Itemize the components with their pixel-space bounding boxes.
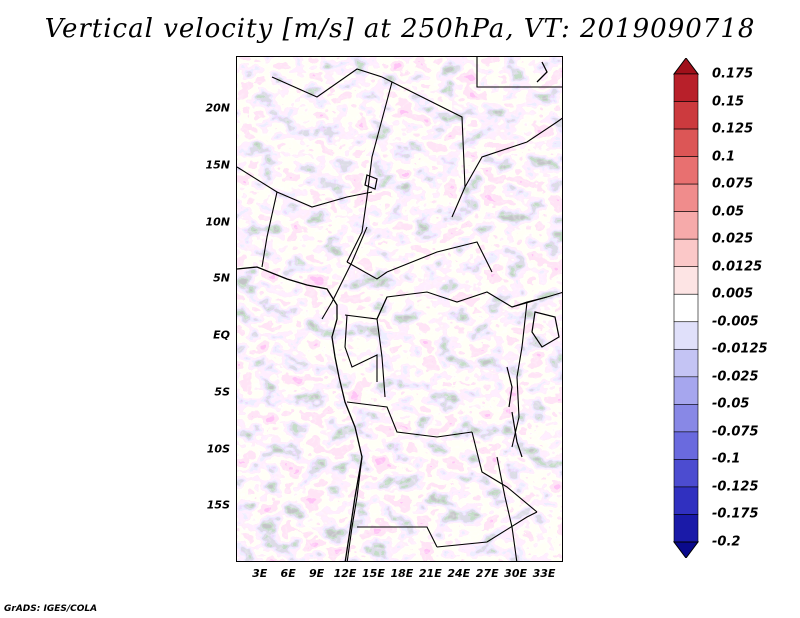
colorbar-segment: [673, 293, 699, 323]
border-libya-chad: [381, 76, 466, 218]
border-benin: [261, 191, 278, 268]
lake-chad: [364, 174, 378, 190]
latitude-label: EQ: [213, 328, 230, 342]
colorbar-label: -0.175: [712, 506, 759, 522]
colorbar-label: 0.125: [712, 121, 754, 137]
border-south-sudan: [511, 292, 562, 308]
latitude-label: 10N: [205, 215, 230, 229]
border-angola-namibia: [346, 456, 363, 561]
longitude-label: 18E: [390, 567, 414, 580]
border-drc-east: [511, 301, 528, 448]
colorbar-label: -0.0125: [712, 341, 768, 357]
longitude-label: 15E: [362, 567, 385, 580]
lakes: [364, 174, 560, 458]
border-car-sudan: [386, 241, 493, 273]
colorbar-segment: [673, 156, 699, 185]
longitude-label: 3E: [252, 567, 268, 580]
velocity-field: [237, 57, 562, 561]
colorbar-label: 0.005: [712, 286, 754, 302]
colorbar-label: -0.125: [712, 479, 759, 495]
colorbar-segment: [673, 459, 699, 488]
border-egypt-sudan: [464, 117, 562, 188]
red-sea-coast: [536, 61, 548, 83]
longitude-label: 9E: [308, 567, 325, 580]
map-title: Vertical velocity [m/s] at 250hPa, VT: 2…: [44, 14, 756, 44]
lake-victoria: [531, 311, 560, 348]
colorbar-segment: [673, 128, 699, 157]
latitude-label: 15N: [205, 158, 230, 172]
colorbar-segment: [673, 238, 699, 268]
border-malawi: [496, 456, 518, 561]
colorbar-segment: [673, 514, 699, 543]
border-egypt-north: [476, 57, 562, 88]
latitude-label: 20N: [205, 101, 230, 115]
border-drc-zambia: [471, 431, 538, 513]
colorbar-label: 0.05: [712, 204, 745, 220]
colorbar-label: 0.1: [712, 149, 736, 165]
latitude-label: 5N: [213, 271, 230, 285]
colorbar-label: 0.075: [712, 176, 754, 192]
field-contours: [237, 57, 562, 561]
colorbar-label: -0.05: [712, 396, 750, 412]
colorbar-label: -0.025: [712, 369, 759, 385]
colorbar-label: -0.2: [712, 534, 741, 550]
colorbar-label: -0.075: [712, 424, 759, 440]
colorbar-label: 0.15: [712, 94, 745, 110]
border-niger-chad: [346, 81, 393, 263]
latitude-label: 5S: [214, 385, 230, 399]
longitude-label: 33E: [532, 567, 556, 580]
border-congo-drc: [376, 296, 388, 398]
border-algeria-niger: [271, 68, 383, 98]
colorbar-label: 0.025: [712, 231, 754, 247]
map-panel: [236, 56, 563, 562]
country-borders: [237, 57, 562, 561]
colorbar-segment: [673, 486, 699, 515]
colorbar-segment: [673, 431, 699, 460]
colorbar-label: -0.1: [712, 451, 741, 467]
latitude-label: 10S: [206, 442, 230, 456]
border-gabon-congo: [344, 314, 378, 382]
longitude-label: 6E: [280, 567, 296, 580]
colorbar-label: 0.175: [712, 66, 754, 82]
colorbar-segment: [673, 211, 699, 240]
longitude-label: 30E: [504, 567, 528, 580]
colorbar-label: -0.005: [712, 314, 759, 330]
longitude-label: 27E: [475, 567, 499, 580]
colorbar-segment: [673, 101, 699, 130]
atlantic-coast: [237, 266, 363, 561]
border-namibia-zambia: [357, 526, 438, 548]
colorbar-segment: [673, 266, 699, 295]
coastline: [237, 61, 548, 561]
border-nigeria-cameroon: [321, 226, 368, 320]
grads-credit: GrADS: IGES/COLA: [4, 604, 98, 614]
colorbar-segment: [673, 376, 699, 405]
lake-tanganyika: [506, 366, 513, 408]
colorbar-segment: [673, 73, 699, 102]
border-niger-nigeria: [237, 166, 373, 208]
longitude-label: 24E: [447, 567, 471, 580]
colorbar: [673, 58, 699, 558]
colorbar-segment: [673, 348, 699, 378]
border-angola-drc: [346, 401, 473, 438]
longitude-label: 12E: [333, 567, 357, 580]
border-chad-car: [346, 261, 388, 280]
colorbar-segment: [673, 404, 699, 433]
colorbar-top-arrow: [673, 58, 699, 75]
colorbar-segment: [673, 321, 699, 350]
lake-malawi-north: [511, 411, 523, 458]
colorbar-bottom-arrow: [673, 541, 699, 558]
longitude-label: 21E: [418, 567, 442, 580]
border-zimbabwe: [436, 511, 538, 548]
colorbar-segment: [673, 183, 699, 212]
latitude-label: 15S: [206, 498, 230, 512]
colorbar-label: 0.0125: [712, 259, 763, 275]
